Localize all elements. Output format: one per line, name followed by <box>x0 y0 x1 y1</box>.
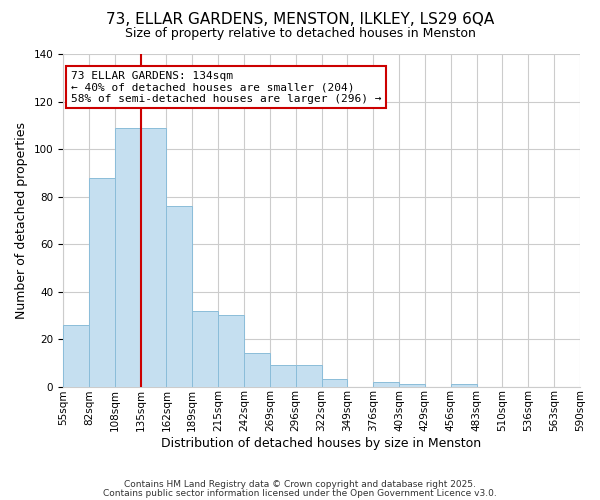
Text: Contains public sector information licensed under the Open Government Licence v3: Contains public sector information licen… <box>103 488 497 498</box>
Bar <box>322 380 347 386</box>
Bar <box>244 354 270 386</box>
Text: 73, ELLAR GARDENS, MENSTON, ILKLEY, LS29 6QA: 73, ELLAR GARDENS, MENSTON, ILKLEY, LS29… <box>106 12 494 28</box>
Bar <box>89 178 115 386</box>
Bar <box>218 316 244 386</box>
Bar <box>270 365 296 386</box>
Bar <box>166 206 192 386</box>
Text: Contains HM Land Registry data © Crown copyright and database right 2025.: Contains HM Land Registry data © Crown c… <box>124 480 476 489</box>
Bar <box>140 128 166 386</box>
Bar <box>399 384 425 386</box>
Bar <box>115 128 140 386</box>
Bar <box>451 384 476 386</box>
Bar <box>373 382 399 386</box>
Y-axis label: Number of detached properties: Number of detached properties <box>15 122 28 319</box>
Bar <box>296 365 322 386</box>
Bar <box>192 310 218 386</box>
Text: 73 ELLAR GARDENS: 134sqm
← 40% of detached houses are smaller (204)
58% of semi-: 73 ELLAR GARDENS: 134sqm ← 40% of detach… <box>71 70 381 104</box>
Bar <box>63 325 89 386</box>
X-axis label: Distribution of detached houses by size in Menston: Distribution of detached houses by size … <box>161 437 482 450</box>
Text: Size of property relative to detached houses in Menston: Size of property relative to detached ho… <box>125 28 475 40</box>
